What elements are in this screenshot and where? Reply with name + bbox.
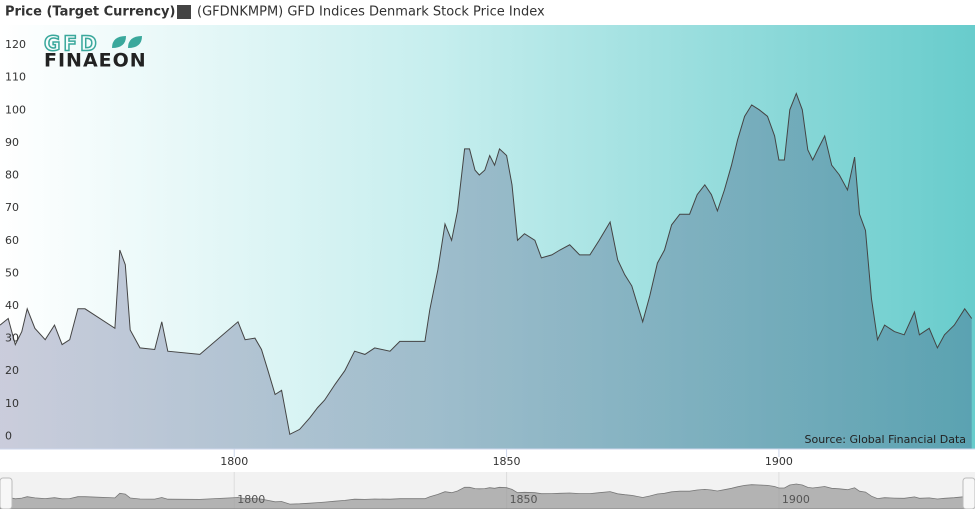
x-tick-label: 1900: [765, 455, 793, 468]
logo-top: GFD: [44, 32, 100, 56]
legend-swatch: [177, 5, 191, 19]
y-tick-label: 110: [5, 71, 26, 84]
y-tick-label: 120: [5, 38, 26, 51]
y-tick-label: 40: [5, 299, 19, 312]
logo-leaves: [112, 36, 142, 48]
y-tick-label: 0: [5, 429, 12, 442]
y-tick-label: 100: [5, 103, 26, 116]
navigator-plot: [0, 472, 973, 510]
y-tick-label: 50: [5, 266, 19, 279]
navigator-handle[interactable]: [962, 477, 975, 510]
y-tick-label: 30: [5, 332, 19, 345]
y-tick-label: 10: [5, 397, 19, 410]
plot: [0, 92, 973, 449]
logo-bottom: FINAEON: [44, 50, 147, 72]
y-tick-label: 90: [5, 136, 19, 149]
y-tick-label: 20: [5, 364, 19, 377]
source-note: Source: Global Financial Data: [805, 433, 967, 446]
x-tick-label: 1800: [220, 455, 248, 468]
navigator-area: [0, 483, 973, 510]
y-tick-label: 70: [5, 201, 19, 214]
y-tick-label: 60: [5, 234, 19, 247]
navigator-label: 1800: [237, 493, 265, 506]
legend-label: (GFDNKMPM) GFD Indices Denmark Stock Pri…: [197, 5, 545, 20]
logo: GFD FINAEON: [43, 31, 147, 72]
y-tick-label: 80: [5, 169, 19, 182]
axis-title: Price (Target Currency): [5, 5, 175, 20]
area-line: [0, 92, 973, 436]
navigator-handle[interactable]: [0, 477, 13, 510]
area-fill: [0, 93, 972, 449]
navigator-label: 1850: [510, 493, 538, 506]
navigator-label: 1900: [782, 493, 810, 506]
x-tick-label: 1850: [493, 455, 521, 468]
